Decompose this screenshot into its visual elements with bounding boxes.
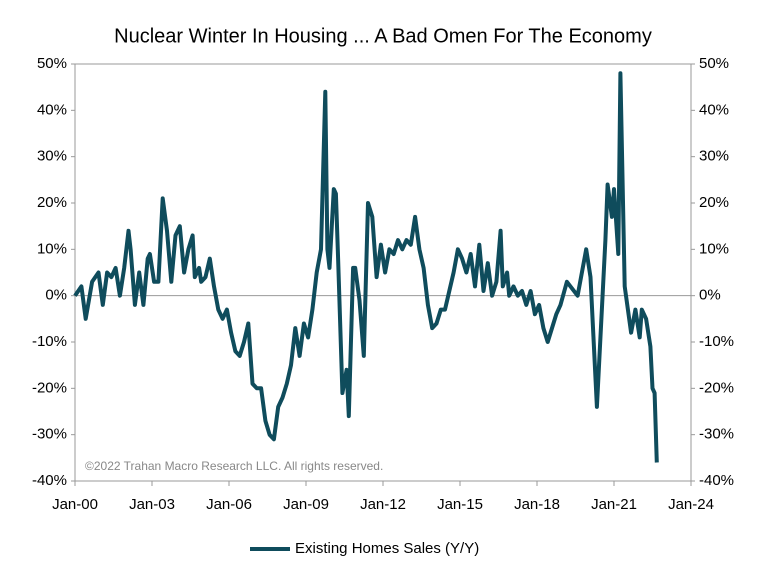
y2-tick-label: -10% <box>699 333 734 350</box>
x-tick-label: Jan-24 <box>668 496 714 513</box>
x-tick-label: Jan-03 <box>129 496 175 513</box>
y-tick-label: -10% <box>32 333 67 350</box>
y-tick-label: -20% <box>32 379 67 396</box>
y2-tick-label: -30% <box>699 426 734 443</box>
y-tick-label: -40% <box>32 472 67 489</box>
x-tick-label: Jan-12 <box>360 496 406 513</box>
y2-tick-label: -40% <box>699 472 734 489</box>
y-tick-label: 10% <box>37 240 67 257</box>
x-tick-label: Jan-00 <box>52 496 98 513</box>
y2-tick-label: 0% <box>699 287 721 304</box>
y2-tick-label: 30% <box>699 148 729 165</box>
y-tick-label: -30% <box>32 426 67 443</box>
y-tick-label: 20% <box>37 194 67 211</box>
x-tick-label: Jan-09 <box>283 496 329 513</box>
series-line <box>73 71 659 463</box>
legend-label: Existing Homes Sales (Y/Y) <box>295 540 479 557</box>
y-tick-label: 50% <box>37 55 67 72</box>
y-tick-label: 0% <box>45 287 67 304</box>
y2-tick-label: 40% <box>699 101 729 118</box>
x-tick-label: Jan-21 <box>591 496 637 513</box>
y-tick-label: 30% <box>37 148 67 165</box>
y2-tick-label: 10% <box>699 240 729 257</box>
y-tick-label: 40% <box>37 101 67 118</box>
y2-tick-label: 20% <box>699 194 729 211</box>
y2-tick-label: 50% <box>699 55 729 72</box>
annotation: ©2022 Trahan Macro Research LLC. All rig… <box>85 459 383 473</box>
plot-frame <box>74 63 692 482</box>
chart-title: Nuclear Winter In Housing ... A Bad Omen… <box>114 25 652 47</box>
x-tick-label: Jan-15 <box>437 496 483 513</box>
x-tick-label: Jan-18 <box>514 496 560 513</box>
y2-tick-label: -20% <box>699 379 734 396</box>
x-tick-label: Jan-06 <box>206 496 252 513</box>
